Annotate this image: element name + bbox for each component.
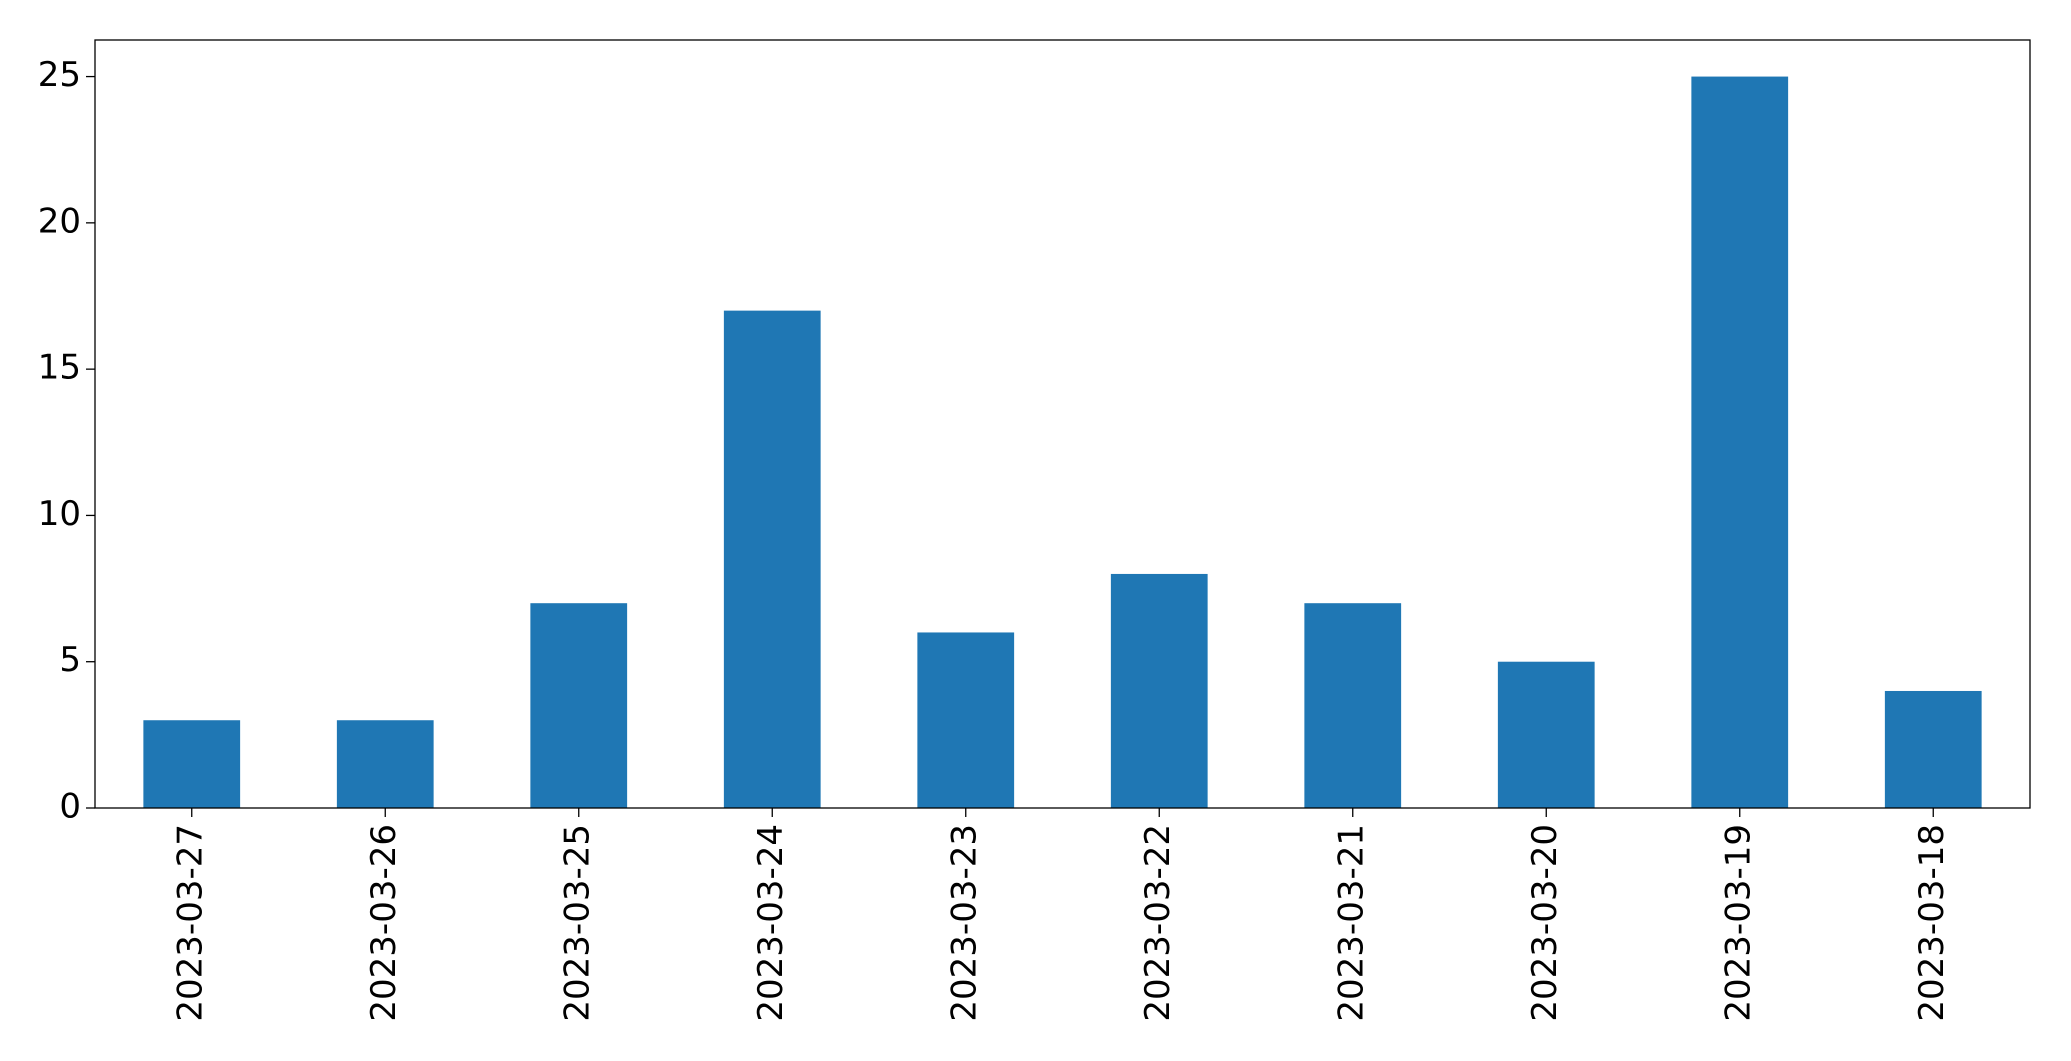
y-tick-label: 5 [59, 640, 81, 680]
bar [336, 720, 434, 808]
bar [1691, 76, 1789, 809]
bar [723, 310, 821, 808]
x-tick-label: 2023-03-25 [557, 824, 597, 1022]
bar [917, 632, 1015, 808]
y-tick-label: 20 [38, 201, 81, 241]
y-tick-label: 15 [38, 348, 81, 388]
x-tick-label: 2023-03-23 [944, 824, 984, 1022]
bar [1304, 603, 1402, 808]
y-tick-label: 25 [38, 55, 81, 95]
x-tick-label: 2023-03-20 [1525, 824, 1565, 1022]
bar [1884, 690, 1982, 808]
y-tick-label: 0 [59, 787, 81, 827]
bar [1497, 661, 1595, 808]
x-tick-label: 2023-03-22 [1138, 824, 1178, 1022]
x-tick-label: 2023-03-21 [1331, 824, 1371, 1022]
y-tick-label: 10 [38, 494, 81, 534]
x-tick-label: 2023-03-26 [364, 824, 404, 1022]
bar [1110, 573, 1208, 808]
x-tick-label: 2023-03-18 [1912, 824, 1952, 1022]
bar [143, 720, 241, 808]
x-tick-label: 2023-03-24 [751, 824, 791, 1022]
x-tick-label: 2023-03-27 [170, 824, 210, 1022]
x-tick-label: 2023-03-19 [1718, 824, 1758, 1022]
bar [530, 603, 628, 808]
plot-frame [94, 39, 2031, 809]
